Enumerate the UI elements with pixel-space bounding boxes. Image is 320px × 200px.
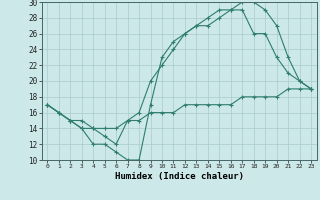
X-axis label: Humidex (Indice chaleur): Humidex (Indice chaleur) bbox=[115, 172, 244, 181]
